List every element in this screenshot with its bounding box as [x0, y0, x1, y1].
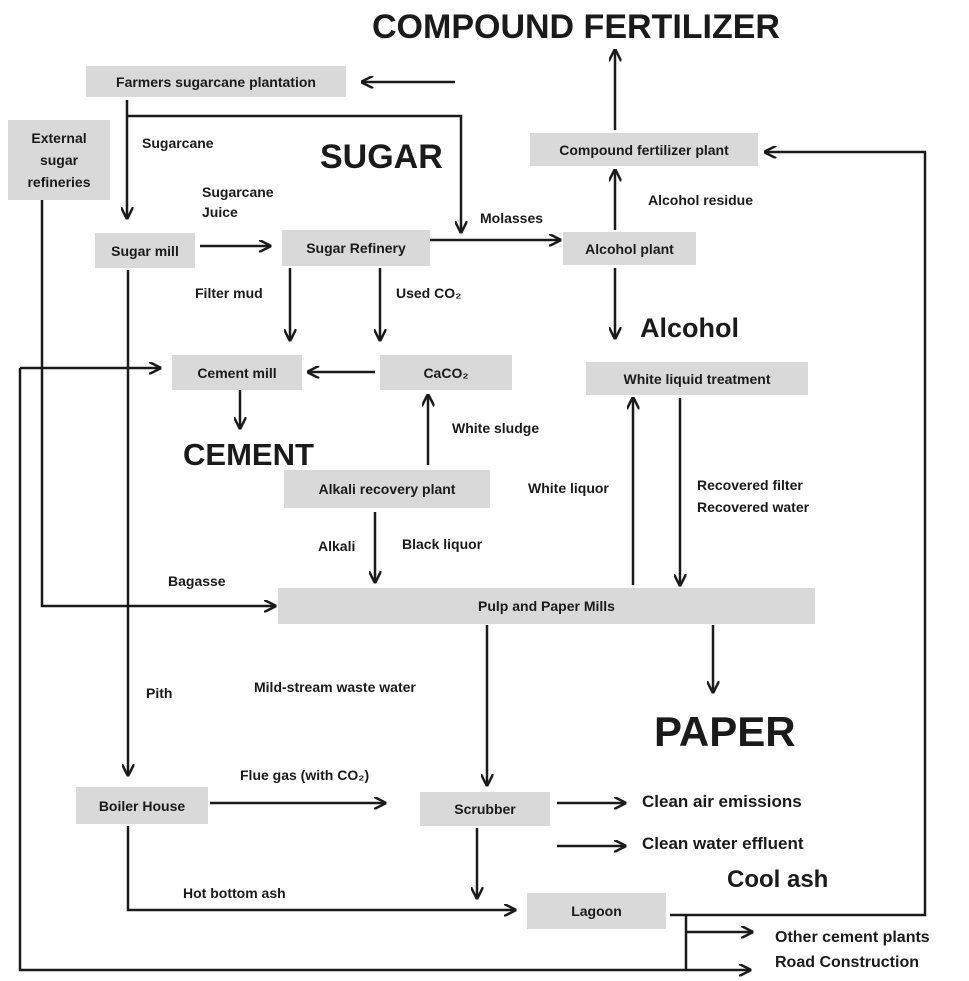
flow-label: White sludge: [452, 420, 540, 436]
node-line: sugar: [39, 152, 79, 168]
node: Lagoon: [527, 893, 666, 929]
product: SUGAR: [320, 138, 443, 176]
flow-label: Recovered filter: [697, 477, 803, 493]
flow-label: Sugarcane: [202, 184, 274, 200]
node-line: refineries: [27, 174, 91, 190]
product: PAPER: [654, 708, 796, 755]
node: Farmers sugarcane plantation: [86, 66, 346, 97]
node: Sugar Refinery: [282, 230, 430, 266]
product: Alcohol: [640, 313, 739, 343]
flow-label: Used CO₂: [396, 285, 462, 301]
flow-label: Recovered water: [697, 499, 810, 515]
node: Cement mill: [172, 355, 302, 390]
flow-label: Black liquor: [402, 536, 483, 552]
flow-label: Hot bottom ash: [183, 885, 286, 901]
node: Scrubber: [420, 792, 550, 826]
node: Sugar mill: [95, 233, 195, 268]
node: Alkali recovery plant: [284, 470, 490, 508]
flow-label: Alkali: [318, 538, 356, 554]
node: Alcohol plant: [563, 232, 696, 265]
flow-label: Bagasse: [168, 573, 226, 589]
flow-label: Juice: [202, 204, 238, 220]
flow-label: Mild-stream waste water: [254, 679, 416, 695]
flow-label: Molasses: [480, 210, 544, 226]
product: Clean air emissions: [642, 792, 802, 811]
flow-arrows: [18, 50, 927, 970]
node: External sugar refineries: [8, 120, 110, 200]
flow-label: White liquor: [528, 480, 609, 496]
node-line: External: [31, 130, 87, 146]
node: CaCO₂: [380, 355, 512, 390]
product: Cool ash: [727, 866, 829, 893]
product: Road Construction: [775, 954, 919, 971]
node: Compound fertilizer plant: [530, 133, 758, 166]
node: White liquid treatment: [586, 362, 808, 395]
product: Clean water effluent: [642, 834, 804, 853]
flow-label: Sugarcane: [142, 135, 214, 151]
flow-label: Pith: [146, 685, 173, 701]
product: CEMENT: [183, 437, 314, 472]
product: Other cement plants: [775, 929, 930, 946]
node: Pulp and Paper Mills: [278, 588, 815, 624]
flow-label: Filter mud: [195, 285, 263, 301]
flow-label: Alcohol residue: [648, 192, 754, 208]
node: Boiler House: [76, 787, 208, 824]
product: COMPOUND FERTILIZER: [372, 8, 780, 46]
flow-label: Flue gas (with CO₂): [240, 767, 370, 783]
